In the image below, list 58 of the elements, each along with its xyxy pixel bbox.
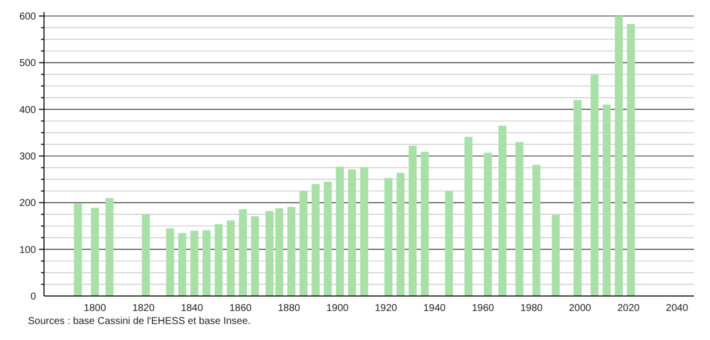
- bar: [602, 104, 611, 296]
- x-tick-label: 1820: [132, 303, 155, 314]
- x-tick-label: 1960: [472, 303, 495, 314]
- y-tick-label: 600: [19, 12, 36, 22]
- bar: [166, 228, 174, 296]
- x-tick-label: 1800: [84, 303, 106, 314]
- x-tick-label: 1980: [520, 303, 544, 314]
- bar: [498, 126, 506, 296]
- bar: [300, 191, 308, 296]
- bar: [336, 166, 344, 296]
- bar: [142, 214, 150, 296]
- bar: [275, 208, 284, 296]
- y-tick-label: 300: [19, 152, 36, 162]
- bar: [214, 224, 223, 296]
- x-tick-label: 2000: [568, 303, 592, 314]
- bar: [360, 167, 368, 296]
- bar: [348, 170, 356, 296]
- y-tick-label: 400: [19, 104, 36, 116]
- x-tick-label: 1940: [423, 303, 446, 314]
- bar: [552, 214, 560, 296]
- bar: [408, 146, 417, 296]
- x-tick-label: 1880: [278, 303, 301, 314]
- bar: [396, 172, 405, 296]
- bar: [420, 152, 429, 296]
- bar: [574, 100, 582, 296]
- bar: [287, 206, 296, 296]
- bar: [626, 24, 635, 296]
- bar: [178, 233, 186, 296]
- bar: [202, 230, 210, 296]
- bar: [515, 142, 524, 296]
- bar: [105, 198, 114, 296]
- bar: [384, 178, 392, 296]
- bar: [266, 211, 274, 296]
- source-note: Sources : base Cassini de l'EHESS et base Insee.: [28, 316, 251, 327]
- bar: [226, 220, 235, 296]
- bar: [190, 230, 198, 296]
- bar: [445, 191, 454, 296]
- y-tick-label: 0: [30, 292, 36, 302]
- y-tick-label: 500: [19, 58, 36, 70]
- x-tick-label: 1920: [374, 303, 398, 314]
- x-tick-label: 1840: [180, 303, 204, 314]
- bar: [238, 209, 247, 296]
- x-tick-label: 1900: [326, 303, 350, 314]
- bar: [251, 216, 260, 296]
- x-tick-label: 2040: [666, 303, 689, 314]
- x-tick-label: 1860: [229, 303, 252, 314]
- bar: [324, 182, 332, 296]
- bar: [464, 136, 472, 296]
- bar: [590, 74, 599, 296]
- bar: [90, 208, 99, 296]
- bar: [484, 152, 492, 296]
- bar: [532, 164, 540, 296]
- bar: [312, 184, 320, 296]
- x-tick-label: 2020: [617, 303, 640, 314]
- bar: [614, 16, 623, 296]
- y-tick-label: 100: [19, 244, 36, 256]
- y-tick-label: 200: [19, 198, 36, 210]
- bar: [74, 204, 82, 296]
